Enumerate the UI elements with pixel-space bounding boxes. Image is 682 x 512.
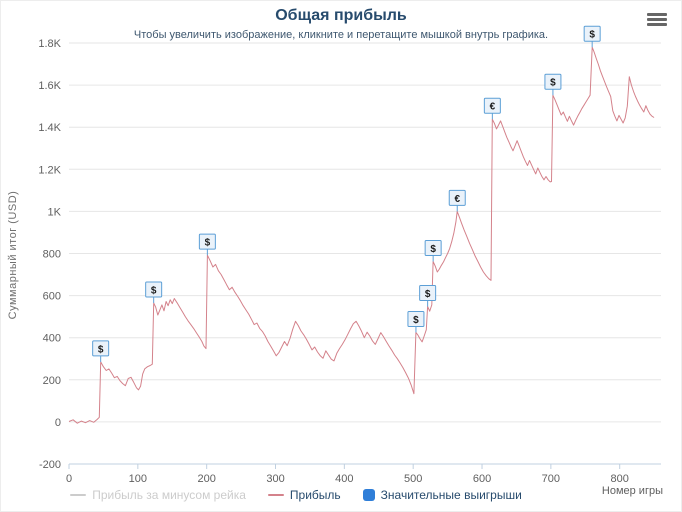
win-flag[interactable] [483,97,501,114]
y-tick-label: 800 [43,249,61,261]
net-profit-line-symbol [70,494,87,496]
win-flag[interactable] [419,285,437,302]
win-flag[interactable] [448,189,466,206]
x-axis-title: Номер игры [601,485,663,497]
win-flag[interactable] [407,310,425,327]
hamburger-icon [647,12,667,26]
y-tick-label: 1.4K [38,122,61,134]
y-tick-label: -200 [39,459,61,471]
win-flag-label: $ [430,244,436,255]
chart-title: Общая прибыль [275,7,407,24]
y-axis-title: Суммарный итог (USD) [7,190,19,320]
x-tick-label: 200 [197,473,215,485]
x-tick-label: 600 [473,473,491,485]
win-flag[interactable] [583,25,601,42]
y-tick-label: 1.2K [38,164,61,176]
win-flag[interactable] [92,340,110,357]
win-flag-label: $ [589,30,595,41]
win-flag-label: $ [550,78,556,89]
win-flag-label: $ [98,344,104,355]
profit-line-symbol [267,494,284,496]
x-tick-label: 400 [335,473,353,485]
export-menu-button[interactable] [645,9,669,29]
win-flag-label: $ [205,238,211,249]
x-tick-label: 100 [129,473,147,485]
wins-square-symbol [362,489,375,501]
x-tick-label: 0 [66,473,72,485]
win-flag[interactable] [145,281,163,298]
x-tick-label: 500 [404,473,422,485]
y-tick-label: 400 [43,333,61,345]
legend-label: Прибыль [289,488,341,502]
win-flag-label: $ [151,285,157,296]
win-flag-label: € [490,102,496,113]
profit-line-series[interactable] [68,46,655,424]
legend-item-significant-wins[interactable]: Значительные выигрыши [362,488,522,502]
win-flag-label: $ [413,315,419,326]
y-tick-label: 1K [48,206,62,218]
x-tick-label: 300 [266,473,284,485]
legend-label: Прибыль за минусом рейка [92,488,246,502]
win-flag[interactable] [424,239,442,256]
y-tick-label: 200 [43,375,61,387]
win-flag[interactable] [198,233,216,250]
y-tick-label: 0 [55,417,61,429]
y-tick-label: 600 [43,291,61,303]
legend: Прибыль за минусом рейка Прибыль Значите… [1,488,591,502]
y-tick-label: 1.8K [38,38,61,50]
win-flag[interactable] [544,73,562,90]
chart-subtitle: Чтобы увеличить изображение, кликните и … [133,29,549,41]
legend-label: Значительные выигрыши [380,488,522,502]
legend-item-profit[interactable]: Прибыль [267,488,341,502]
win-flag-label: $ [425,289,431,300]
legend-item-net-profit[interactable]: Прибыль за минусом рейка [70,488,246,502]
x-tick-label: 800 [611,473,629,485]
y-tick-label: 1.6K [38,80,61,92]
win-flag-label: € [454,194,460,205]
x-tick-label: 700 [542,473,560,485]
